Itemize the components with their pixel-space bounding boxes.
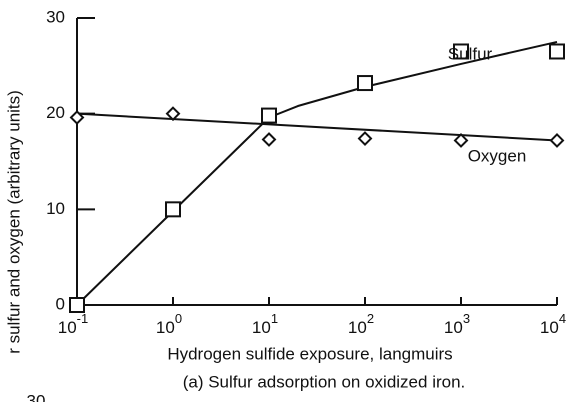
square-marker	[549, 43, 565, 60]
x-tick-label: 104	[540, 311, 566, 337]
y-tick-label: 20	[46, 103, 65, 122]
x-tick-exponent: 4	[559, 311, 566, 326]
x-tick-base: 10	[58, 318, 77, 337]
y-tick-label: 10	[46, 199, 65, 218]
x-tick-exponent: 1	[271, 311, 278, 326]
diamond-marker	[165, 106, 181, 122]
fit-curve	[76, 112, 558, 142]
x-axis-label: Hydrogen sulfide exposure, langmuirs	[167, 344, 452, 363]
x-tick-label: 10-1	[58, 311, 88, 337]
square-marker	[357, 75, 373, 92]
x-tick-exponent: 2	[367, 311, 374, 326]
x-tick-label: 102	[348, 311, 374, 337]
x-tick-base: 10	[156, 318, 175, 337]
x-tick-base: 10	[540, 318, 559, 337]
square-marker	[165, 201, 181, 218]
x-tick-base: 10	[444, 318, 463, 337]
fragment-text: 30	[27, 391, 46, 402]
diamond-marker	[69, 110, 85, 125]
fit-curve	[76, 40, 558, 306]
x-tick-exponent: 3	[463, 311, 470, 326]
x-tick-exponent: -1	[77, 311, 89, 326]
diamond-marker	[549, 133, 565, 148]
x-tick-label: 100	[156, 311, 182, 337]
series-label: Oxygen	[468, 146, 527, 165]
caption: (a) Sulfur adsorption on oxidized iron.	[183, 372, 466, 391]
square-marker	[69, 297, 85, 313]
x-tick-base: 10	[252, 318, 271, 337]
x-tick-label: 103	[444, 311, 470, 337]
y-tick-label: 0	[56, 294, 65, 313]
y-axis-label: r sulfur and oxygen (arbitrary units)	[4, 90, 23, 354]
diamond-marker	[261, 132, 277, 147]
x-tick-label: 101	[252, 311, 278, 337]
diamond-marker	[453, 133, 469, 148]
diamond-marker	[357, 131, 373, 146]
x-tick-base: 10	[348, 318, 367, 337]
y-tick-label: 30	[46, 7, 65, 26]
square-marker	[453, 43, 469, 60]
x-tick-exponent: 0	[175, 311, 182, 326]
series-label: Sulfur	[448, 44, 493, 63]
square-marker	[261, 107, 277, 124]
